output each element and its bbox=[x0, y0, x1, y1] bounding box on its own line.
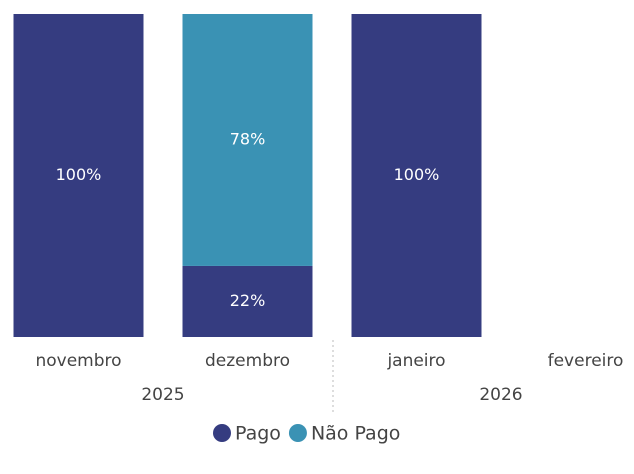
x-tick-label: dezembro bbox=[205, 351, 290, 371]
x-tick-label: fevereiro bbox=[548, 351, 624, 371]
data-label: 100% bbox=[56, 165, 102, 184]
x-tick-label: janeiro bbox=[386, 351, 445, 371]
legend-marker bbox=[213, 424, 231, 442]
legend-label: Não Pago bbox=[311, 423, 400, 445]
legend-marker bbox=[288, 424, 307, 442]
data-label: 100% bbox=[394, 165, 440, 184]
legend-label: Pago bbox=[235, 423, 281, 445]
bar-segment bbox=[182, 14, 313, 266]
data-label: 22% bbox=[230, 291, 266, 310]
bar-segment bbox=[13, 14, 144, 337]
data-label: 78% bbox=[230, 129, 266, 148]
year-label: 2026 bbox=[479, 385, 522, 405]
bar-segment bbox=[351, 14, 482, 337]
x-tick-label: novembro bbox=[35, 351, 121, 371]
bar-segment bbox=[182, 265, 313, 337]
year-label: 2025 bbox=[141, 385, 184, 405]
